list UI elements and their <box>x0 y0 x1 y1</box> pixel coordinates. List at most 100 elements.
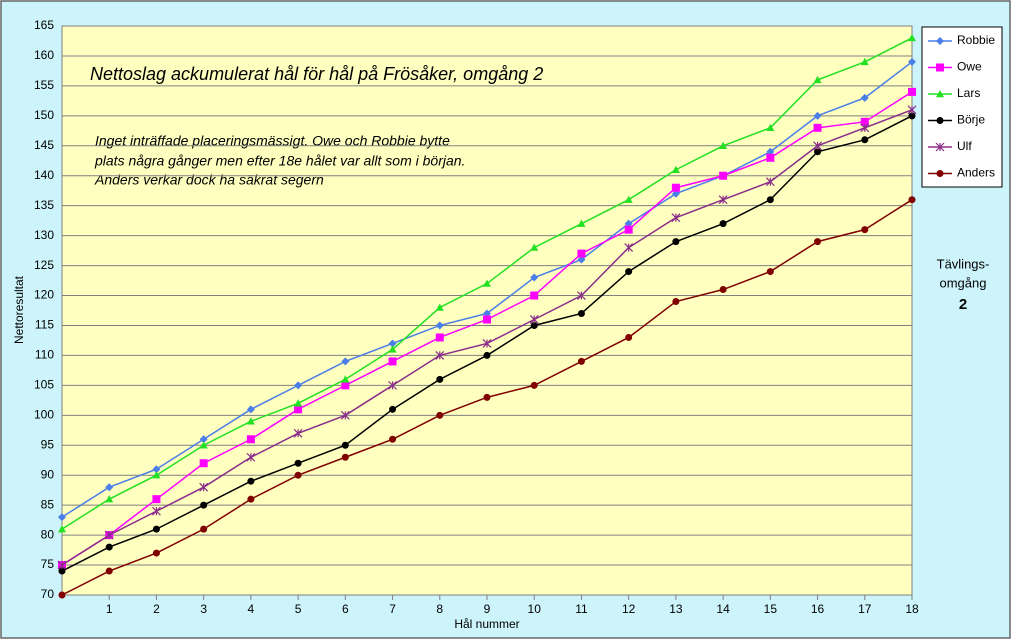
side-note: omgång <box>940 275 987 290</box>
x-tick-label: 3 <box>200 602 207 616</box>
chart-title: Nettoslag ackumulerat hål för hål på Frö… <box>90 64 543 84</box>
marker <box>483 279 491 287</box>
marker <box>247 477 255 485</box>
marker <box>672 298 680 306</box>
marker <box>530 291 539 300</box>
y-tick-label: 130 <box>34 228 54 242</box>
legend-label: Börje <box>957 113 985 127</box>
marker <box>908 87 916 96</box>
y-tick-label: 95 <box>41 437 55 451</box>
marker <box>861 226 869 234</box>
y-tick-label: 85 <box>41 497 55 511</box>
marker <box>671 183 680 192</box>
marker <box>246 435 255 444</box>
marker <box>152 471 161 479</box>
marker <box>530 381 538 389</box>
marker <box>908 196 916 204</box>
y-tick-label: 150 <box>34 108 54 122</box>
side-note: 2 <box>959 296 967 313</box>
marker <box>861 136 869 144</box>
marker <box>294 399 303 407</box>
y-tick-label: 105 <box>34 378 54 392</box>
y-tick-label: 80 <box>41 527 55 541</box>
x-tick-label: 16 <box>811 602 825 616</box>
marker <box>436 375 444 383</box>
marker <box>294 471 302 479</box>
marker <box>152 525 160 533</box>
marker <box>719 141 728 149</box>
marker <box>341 357 350 366</box>
legend-label: Ulf <box>957 139 972 153</box>
y-tick-label: 135 <box>34 198 54 212</box>
marker <box>389 405 397 413</box>
marker <box>200 501 208 509</box>
marker <box>813 141 822 151</box>
marker <box>58 591 66 599</box>
x-tick-label: 12 <box>622 602 636 616</box>
marker <box>57 560 67 570</box>
marker <box>907 105 917 115</box>
y-tick-label: 145 <box>34 138 54 152</box>
marker <box>908 33 916 42</box>
marker <box>672 238 680 246</box>
marker <box>529 315 539 324</box>
marker <box>766 123 775 132</box>
marker <box>199 435 208 444</box>
side-note: Tävlings- <box>937 256 990 271</box>
legend-box <box>921 26 1003 188</box>
y-tick-label: 165 <box>34 18 54 32</box>
marker <box>719 286 727 294</box>
marker <box>625 333 633 341</box>
y-tick-label: 140 <box>34 168 54 182</box>
marker <box>860 117 869 126</box>
marker <box>936 90 944 98</box>
y-tick-label: 155 <box>34 78 54 92</box>
marker <box>935 142 945 152</box>
y-tick-label: 110 <box>35 348 54 362</box>
marker <box>860 123 870 133</box>
marker <box>936 170 944 177</box>
marker <box>293 428 303 438</box>
marker <box>671 213 681 223</box>
x-tick-label: 9 <box>484 602 491 616</box>
marker <box>483 393 491 401</box>
x-tick-label: 4 <box>248 602 255 616</box>
marker <box>105 543 113 551</box>
marker <box>199 441 208 449</box>
x-tick-label: 1 <box>106 602 113 616</box>
marker <box>105 567 113 575</box>
marker <box>388 345 397 353</box>
marker <box>435 333 444 342</box>
y-tick-label: 75 <box>41 557 55 571</box>
marker <box>341 381 350 390</box>
marker <box>246 405 255 414</box>
x-tick-label: 14 <box>716 602 730 616</box>
marker <box>152 549 160 557</box>
x-tick-label: 10 <box>528 602 542 616</box>
x-tick-label: 18 <box>905 602 919 616</box>
marker <box>247 495 255 503</box>
marker <box>530 321 538 329</box>
y-tick-label: 160 <box>34 48 54 62</box>
y-tick-label: 70 <box>41 587 55 601</box>
y-tick-label: 100 <box>34 407 54 421</box>
marker <box>624 225 633 234</box>
marker <box>58 525 66 533</box>
marker <box>860 93 869 102</box>
marker <box>341 375 350 383</box>
marker <box>577 357 585 365</box>
y-tick-label: 115 <box>35 318 54 332</box>
marker <box>246 452 256 462</box>
marker <box>625 268 633 276</box>
marker <box>766 196 774 204</box>
x-tick-label: 11 <box>575 602 588 616</box>
marker <box>577 249 586 258</box>
marker <box>814 148 822 156</box>
marker <box>813 111 822 120</box>
x-tick-label: 2 <box>153 602 160 616</box>
marker <box>765 177 775 187</box>
marker <box>435 350 445 360</box>
marker <box>577 291 586 300</box>
marker <box>152 495 161 504</box>
